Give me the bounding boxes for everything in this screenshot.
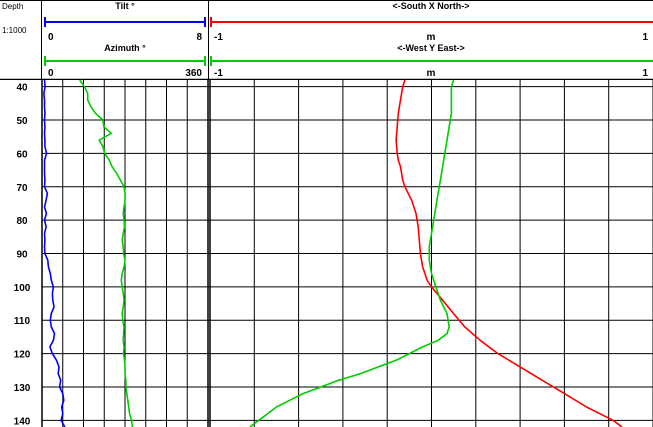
azimuth-scale-bar — [44, 56, 206, 66]
depth-tick-label: 70 — [16, 183, 28, 194]
depth-tick-label: 50 — [16, 116, 28, 127]
y-track-max-label: 1 — [642, 68, 648, 79]
depth-tick-label: 120 — [14, 350, 31, 361]
tilt-min-label: 0 — [48, 32, 54, 43]
south-x-north-curve — [395, 79, 623, 427]
x-track-scale-bar — [210, 17, 653, 27]
tilt-title: Tilt ° — [115, 1, 135, 11]
azimuth-max-label: 360 — [185, 68, 202, 79]
scale-label: 1:1000 — [2, 26, 27, 35]
depth-tick-label: 140 — [14, 416, 31, 427]
y-track-min-label: -1 — [214, 68, 223, 79]
depth-tick-label: 60 — [16, 149, 28, 160]
x-track-title: <-South X North-> — [393, 1, 470, 11]
depth-tick-label: 100 — [14, 283, 31, 294]
depth-tick-label: 130 — [14, 383, 31, 394]
y-track-unit-label: m — [427, 68, 436, 79]
depth-tick-label: 40 — [16, 83, 28, 94]
depth-header-label: Depth — [2, 2, 23, 11]
y-track-title: <-West Y East-> — [397, 43, 465, 53]
depth-tick-label: 90 — [16, 250, 28, 261]
west-y-east-curve — [249, 79, 455, 427]
x-track-min-label: -1 — [214, 32, 223, 43]
tilt-max-label: 8 — [196, 32, 202, 43]
x-track-unit-label: m — [427, 32, 436, 43]
azimuth-curve — [79, 79, 134, 427]
azimuth-title: Azimuth ° — [104, 43, 146, 53]
tilt-scale-bar — [44, 17, 206, 27]
log-plot-body: 40 50 60 70 80 90 100 110 120 130 140 — [0, 79, 653, 427]
tilt-curve — [43, 79, 66, 427]
depth-tick-label: 110 — [14, 316, 31, 327]
log-header: Depth 1:1000 Tilt ° 0 8 Azimuth ° 0 360 … — [0, 0, 653, 81]
x-track-max-label: 1 — [642, 32, 648, 43]
depth-tick-label: 80 — [16, 216, 28, 227]
azimuth-min-label: 0 — [48, 68, 54, 79]
y-track-scale-bar — [210, 56, 653, 66]
